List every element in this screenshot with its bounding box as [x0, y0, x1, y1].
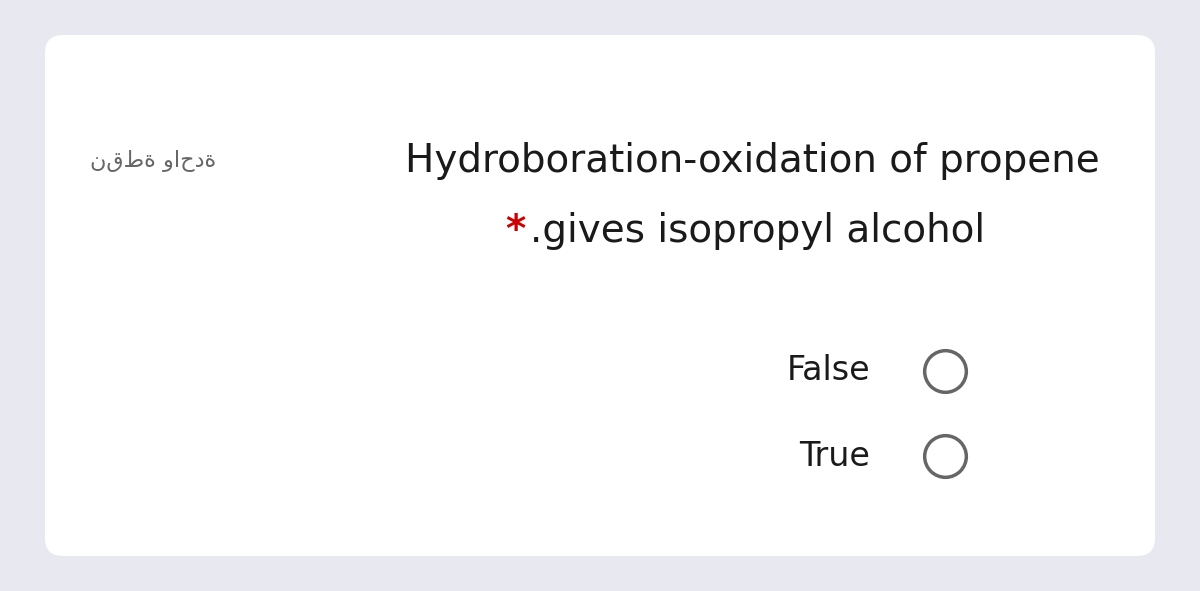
- Text: *: *: [505, 212, 526, 250]
- Point: [936, 366, 955, 376]
- Text: .gives isopropyl alcohol: .gives isopropyl alcohol: [530, 212, 985, 250]
- FancyBboxPatch shape: [46, 35, 1154, 556]
- Point: [936, 452, 955, 461]
- Text: نقطة واحدة: نقطة واحدة: [90, 150, 216, 172]
- Text: True: True: [799, 440, 870, 472]
- Text: False: False: [786, 355, 870, 388]
- Text: Hydroboration-oxidation of propene: Hydroboration-oxidation of propene: [406, 142, 1100, 180]
